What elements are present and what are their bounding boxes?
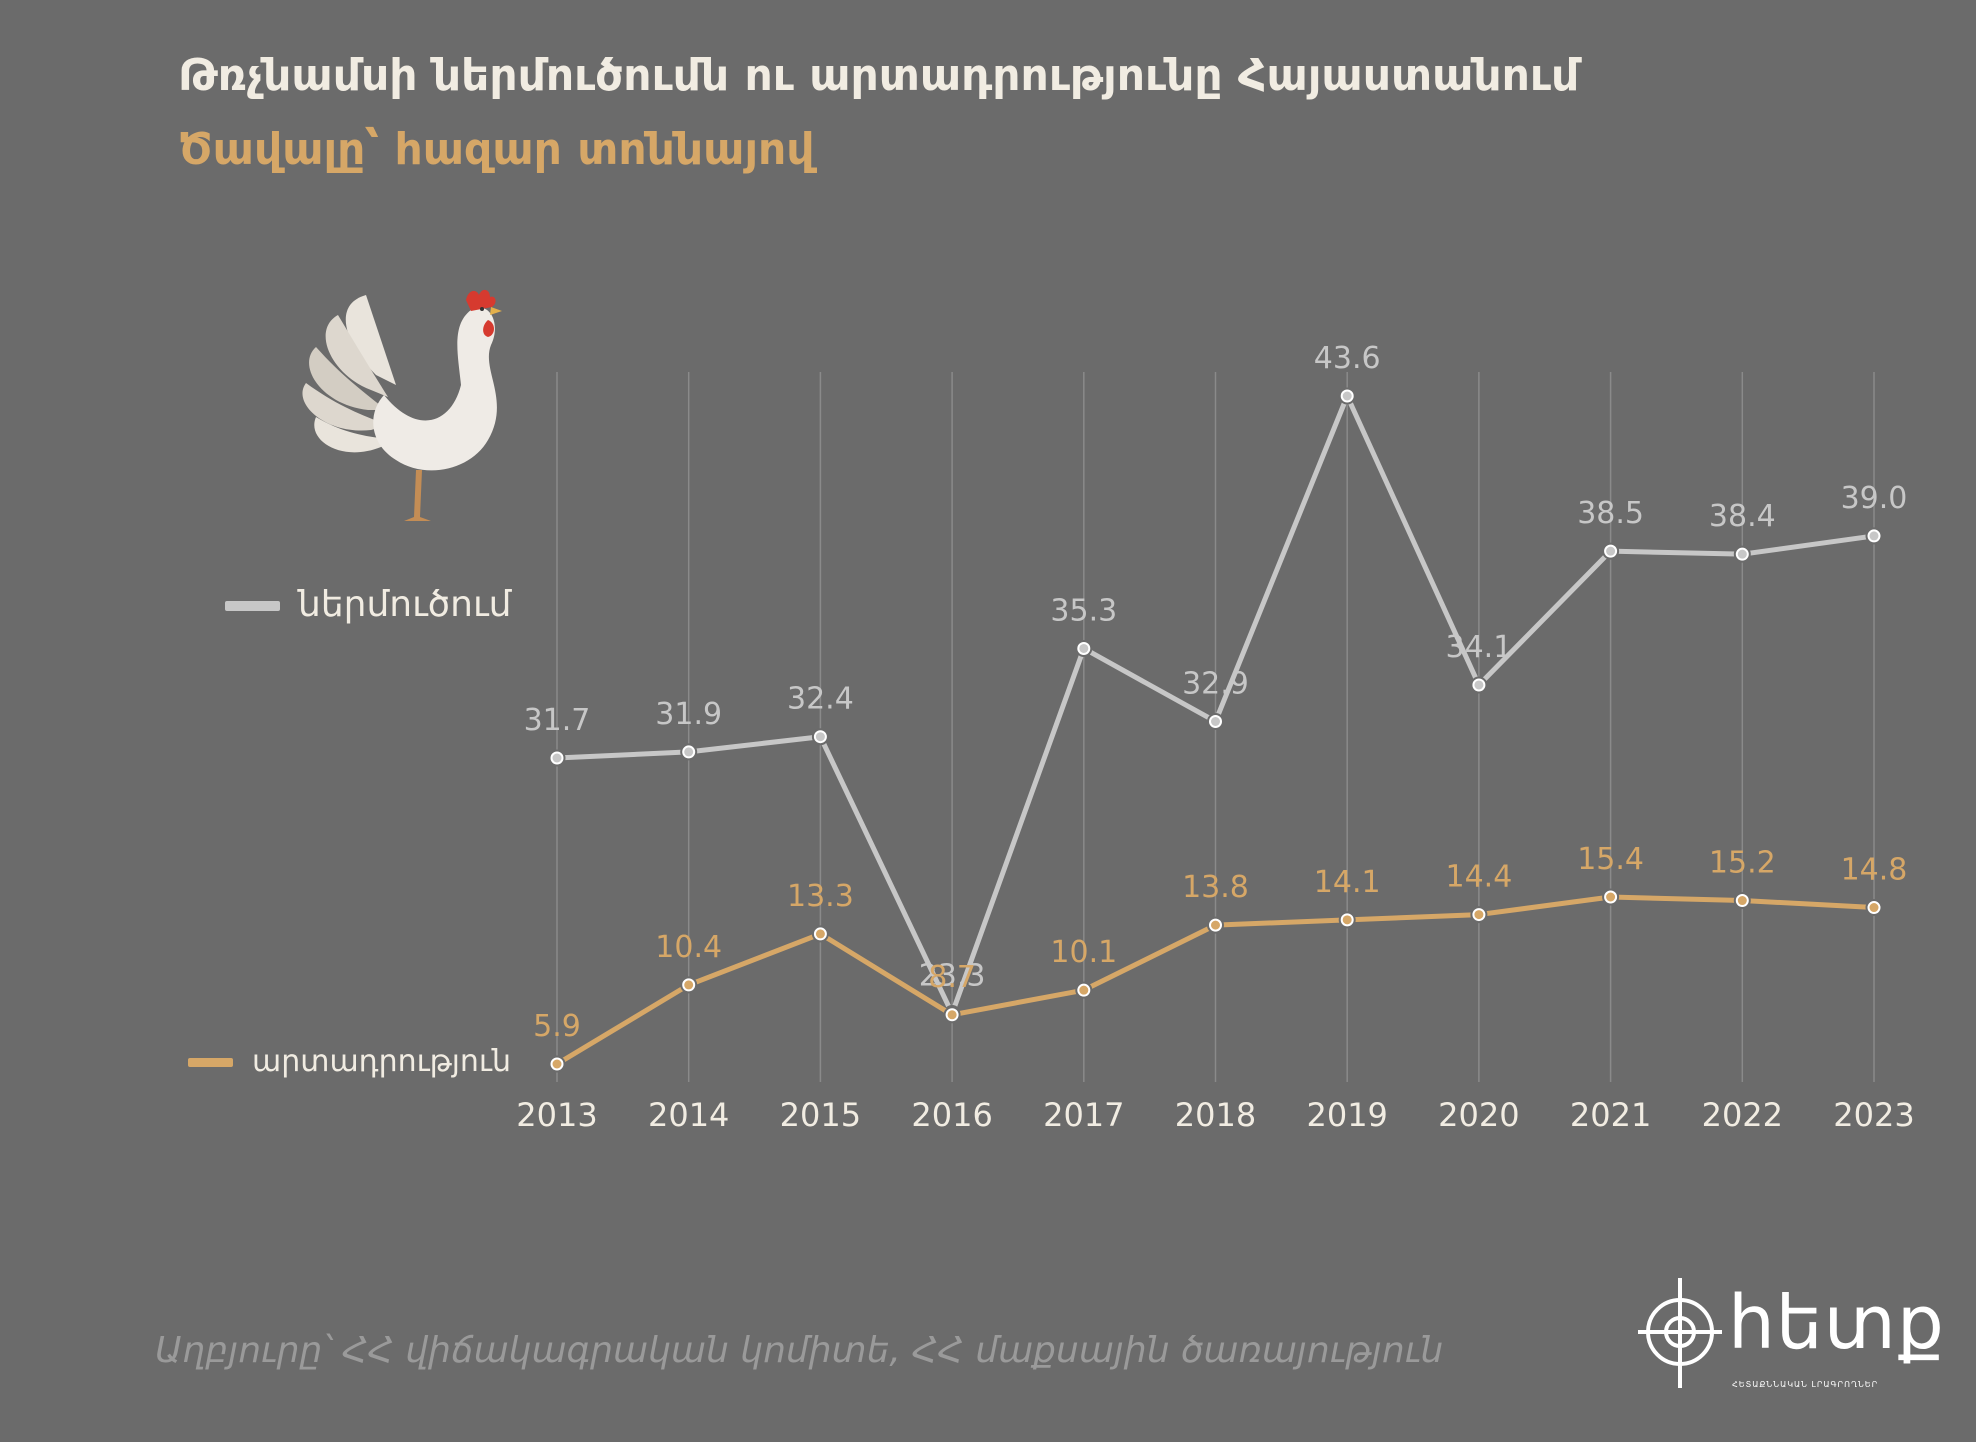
x-tick-label: 2021	[1570, 1096, 1651, 1134]
data-label: 8.7	[928, 960, 976, 995]
data-point-core	[1342, 391, 1352, 401]
grid-lines	[556, 372, 1875, 1082]
data-point-core	[1079, 643, 1089, 653]
data-label: 10.4	[655, 930, 722, 965]
data-label: 5.9	[533, 1009, 581, 1044]
data-point-core	[815, 929, 825, 939]
logo-tagline: ՀԵՏԱՔՆՆԱԿԱՆ ԼՐԱԳՐՈՂՆԵՐ	[1732, 1380, 1879, 1389]
data-point-core	[552, 753, 562, 763]
x-tick-label: 2016	[911, 1096, 992, 1134]
data-point-core	[1079, 985, 1089, 995]
data-point-core	[1474, 910, 1484, 920]
data-label: 39.0	[1841, 481, 1908, 516]
data-point-core	[1606, 892, 1616, 902]
data-point-core	[815, 732, 825, 742]
data-label: 32.4	[787, 682, 854, 717]
x-tick-label: 2018	[1175, 1096, 1256, 1134]
data-point-core	[1869, 531, 1879, 541]
chicken-icon	[302, 289, 502, 521]
data-point-core	[1606, 546, 1616, 556]
x-tick-label: 2015	[780, 1096, 861, 1134]
data-label: 31.7	[524, 703, 591, 738]
x-tick-label: 2013	[516, 1096, 597, 1134]
data-point-core	[684, 980, 694, 990]
legend-label-production: արտադրություն	[252, 1044, 511, 1079]
data-point-core	[1737, 549, 1747, 559]
chart-title: Թռչնամսի ներմուծումն ու արտադրությունը Հ…	[178, 50, 1580, 101]
data-label: 38.4	[1709, 499, 1776, 534]
data-point-core	[684, 747, 694, 757]
data-label: 35.3	[1050, 593, 1117, 628]
source-note: Աղբյուրը՝ ՀՀ վիճակագրական կոմիտե, ՀՀ մաք…	[155, 1330, 1444, 1371]
data-label: 15.4	[1577, 842, 1644, 877]
chart-subtitle: Ծավալը՝ հազար տոննայով	[178, 124, 815, 175]
hetq-logo-icon	[1638, 1278, 1722, 1388]
data-label: 34.1	[1446, 630, 1513, 665]
x-tick-label: 2023	[1833, 1096, 1914, 1134]
legend-label-import: ներմուծում	[298, 584, 512, 625]
data-point-core	[1737, 896, 1747, 906]
data-label: 13.8	[1182, 870, 1249, 905]
data-label: 23.3	[919, 959, 986, 994]
data-label: 32.9	[1182, 666, 1249, 701]
data-point-core	[1211, 716, 1220, 726]
data-label: 10.1	[1050, 935, 1117, 970]
data-label: 13.3	[787, 879, 854, 914]
data-label: 14.8	[1841, 853, 1908, 888]
logo-text: hետք	[1728, 1280, 1945, 1366]
legend-swatch-production	[188, 1058, 233, 1067]
data-point-core	[1211, 920, 1220, 930]
data-label: 14.4	[1446, 860, 1513, 895]
x-tick-label: 2020	[1438, 1096, 1519, 1134]
data-label: 14.1	[1314, 865, 1381, 900]
hetq-logo: hետք ՀԵՏԱՔՆՆԱԿԱՆ ԼՐԱԳՐՈՂՆԵՐ	[1636, 1270, 1944, 1400]
data-point-core	[552, 1059, 562, 1069]
data-label: 43.6	[1314, 341, 1381, 376]
data-label: 15.2	[1709, 846, 1776, 881]
legend-swatch-import	[225, 601, 280, 611]
x-tick-label: 2022	[1702, 1096, 1783, 1134]
x-tick-label: 2019	[1306, 1096, 1387, 1134]
data-label: 38.5	[1577, 496, 1644, 531]
data-point-core	[1474, 680, 1484, 690]
x-tick-label: 2017	[1043, 1096, 1124, 1134]
data-point-core	[1869, 903, 1879, 913]
data-point-core	[947, 1010, 957, 1020]
data-point-core	[1342, 915, 1352, 925]
x-tick-label: 2014	[648, 1096, 729, 1134]
data-label: 31.9	[655, 697, 722, 732]
